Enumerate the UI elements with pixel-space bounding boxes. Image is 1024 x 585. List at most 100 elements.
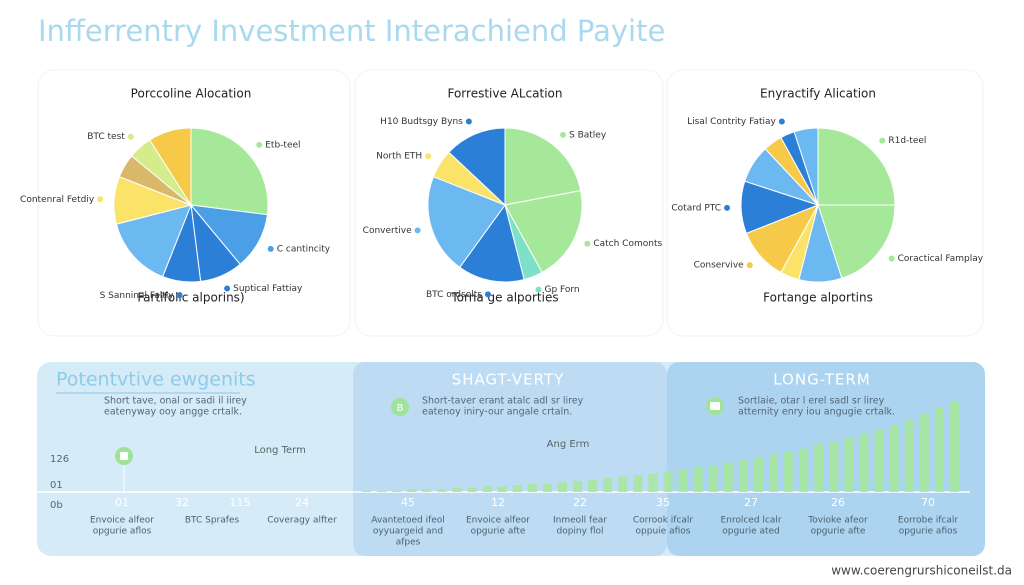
- slice-label: S Sanninal Faltiy: [100, 291, 175, 301]
- pie-slice: [190, 127, 269, 216]
- panel-description: eatenoy iniry-our angale crtaln.: [422, 407, 572, 418]
- badge-icon: [710, 402, 720, 410]
- panel-description: Sortlaie, otar l erel sadl sr lirey: [738, 396, 885, 407]
- growth-bar: [844, 437, 854, 492]
- growth-bar: [512, 485, 522, 492]
- slice-label: R1d-teel: [888, 136, 926, 146]
- pie-slice: [817, 127, 896, 206]
- slice-label: BTC ordsolts: [426, 290, 482, 300]
- axis-label: 24: [295, 496, 309, 509]
- axis-note: BTC Sprafes: [185, 516, 240, 526]
- slice-label: Contenral Fetdiy: [20, 195, 95, 205]
- marker-label: Ang Erm: [547, 439, 590, 450]
- chart-title: Porccoline Alocation: [131, 87, 252, 101]
- growth-bar: [467, 487, 477, 492]
- axis-note: Inmeoll fear: [553, 516, 607, 526]
- axis-note: Enrolced lcalr: [720, 516, 781, 526]
- label-dot: [465, 118, 472, 125]
- axis-note: opgurie afte: [471, 527, 526, 537]
- growth-bar: [919, 413, 929, 492]
- pie-slice: [817, 204, 896, 279]
- pie-slice: [448, 127, 506, 207]
- axis-note: opgurie ated: [722, 527, 780, 537]
- growth-bar: [859, 433, 869, 492]
- slice-label: Suptical Fattiay: [233, 284, 303, 294]
- axis-note: opgurie afte: [811, 527, 866, 537]
- axis-label: 26: [831, 496, 845, 509]
- page-title: Infferrentry Investment Interachiend Pay…: [38, 14, 665, 48]
- growth-bar: [407, 489, 417, 492]
- badge-icon: [120, 452, 128, 460]
- growth-bar: [904, 419, 914, 492]
- chart-title: Forrestive ALcation: [447, 87, 562, 101]
- label-dot: [176, 292, 183, 299]
- axis-label: 70: [921, 496, 935, 509]
- growth-bar: [949, 401, 959, 492]
- badge-text: B: [397, 403, 404, 414]
- label-dot: [484, 291, 491, 298]
- panel-title: Potentvtive ewgenits: [56, 369, 256, 391]
- label-dot: [425, 153, 432, 160]
- axis-note: afpes: [396, 538, 421, 548]
- axis-note: Eorrobe ifcalr: [898, 516, 958, 526]
- panel-description: atternity enry iou angugie crtalk.: [738, 407, 895, 418]
- growth-bar: [753, 457, 763, 492]
- axis-note: Corrook ifcalr: [633, 516, 694, 526]
- axis-label: 35: [656, 496, 670, 509]
- growth-bar: [497, 486, 507, 492]
- slice-label: Cotard PTC: [671, 203, 721, 213]
- label-dot: [267, 245, 274, 252]
- label-dot: [746, 262, 753, 269]
- label-dot: [97, 196, 104, 203]
- growth-bar: [422, 489, 432, 492]
- growth-bar: [392, 490, 402, 492]
- axis-label: 01: [115, 496, 129, 509]
- growth-bar: [874, 429, 884, 492]
- growth-bar: [542, 483, 552, 492]
- growth-bar: [618, 476, 628, 492]
- axis-label: 22: [573, 496, 587, 509]
- label-dot: [414, 227, 421, 234]
- panel-description: Short-taver erant atalc adl sr lirey: [422, 396, 584, 407]
- pie-slice: [149, 127, 192, 207]
- growth-bar: [678, 469, 688, 492]
- axis-note: Tovioke afeor: [807, 516, 868, 526]
- growth-bar: [889, 424, 899, 492]
- pie-slice: [427, 176, 506, 268]
- growth-bar: [482, 486, 492, 492]
- timeline-panel: [667, 362, 985, 556]
- label-dot: [127, 133, 134, 140]
- label-dot: [778, 118, 785, 125]
- axis-label: 115: [230, 496, 251, 509]
- panel-title: LONG-TERM: [773, 371, 871, 389]
- slice-label: BTC test: [87, 132, 125, 142]
- y-label: 0b: [50, 500, 63, 511]
- slice-label: S Batley: [569, 130, 607, 140]
- timeline-panel: [353, 362, 667, 556]
- growth-bar: [603, 478, 613, 492]
- label-dot: [879, 137, 886, 144]
- growth-bar: [573, 480, 583, 492]
- chart-footer: Torna ge alporties: [450, 291, 558, 305]
- axis-note: opgurie aflos: [93, 527, 152, 537]
- slice-label: Lisal Contrity Fatiay: [687, 117, 776, 127]
- growth-bar: [934, 408, 944, 492]
- label-dot: [584, 240, 591, 247]
- growth-bar: [769, 454, 779, 492]
- growth-bar: [708, 465, 718, 492]
- pie-slice: [793, 127, 819, 206]
- growth-bar: [829, 441, 839, 492]
- slice-label: Conservive: [694, 261, 745, 271]
- growth-bar: [527, 483, 537, 492]
- slice-label: H10 Budtsgy Byns: [380, 117, 463, 127]
- label-dot: [256, 141, 263, 148]
- marker-label: Long Term: [254, 445, 306, 456]
- growth-bar: [437, 489, 447, 492]
- slice-label: Gp Forn: [544, 285, 579, 295]
- growth-bar: [362, 490, 372, 492]
- growth-bar: [663, 471, 673, 492]
- pie-slice: [504, 189, 583, 274]
- pie-slice: [115, 204, 192, 278]
- slice-label: Etb-teel: [265, 140, 300, 150]
